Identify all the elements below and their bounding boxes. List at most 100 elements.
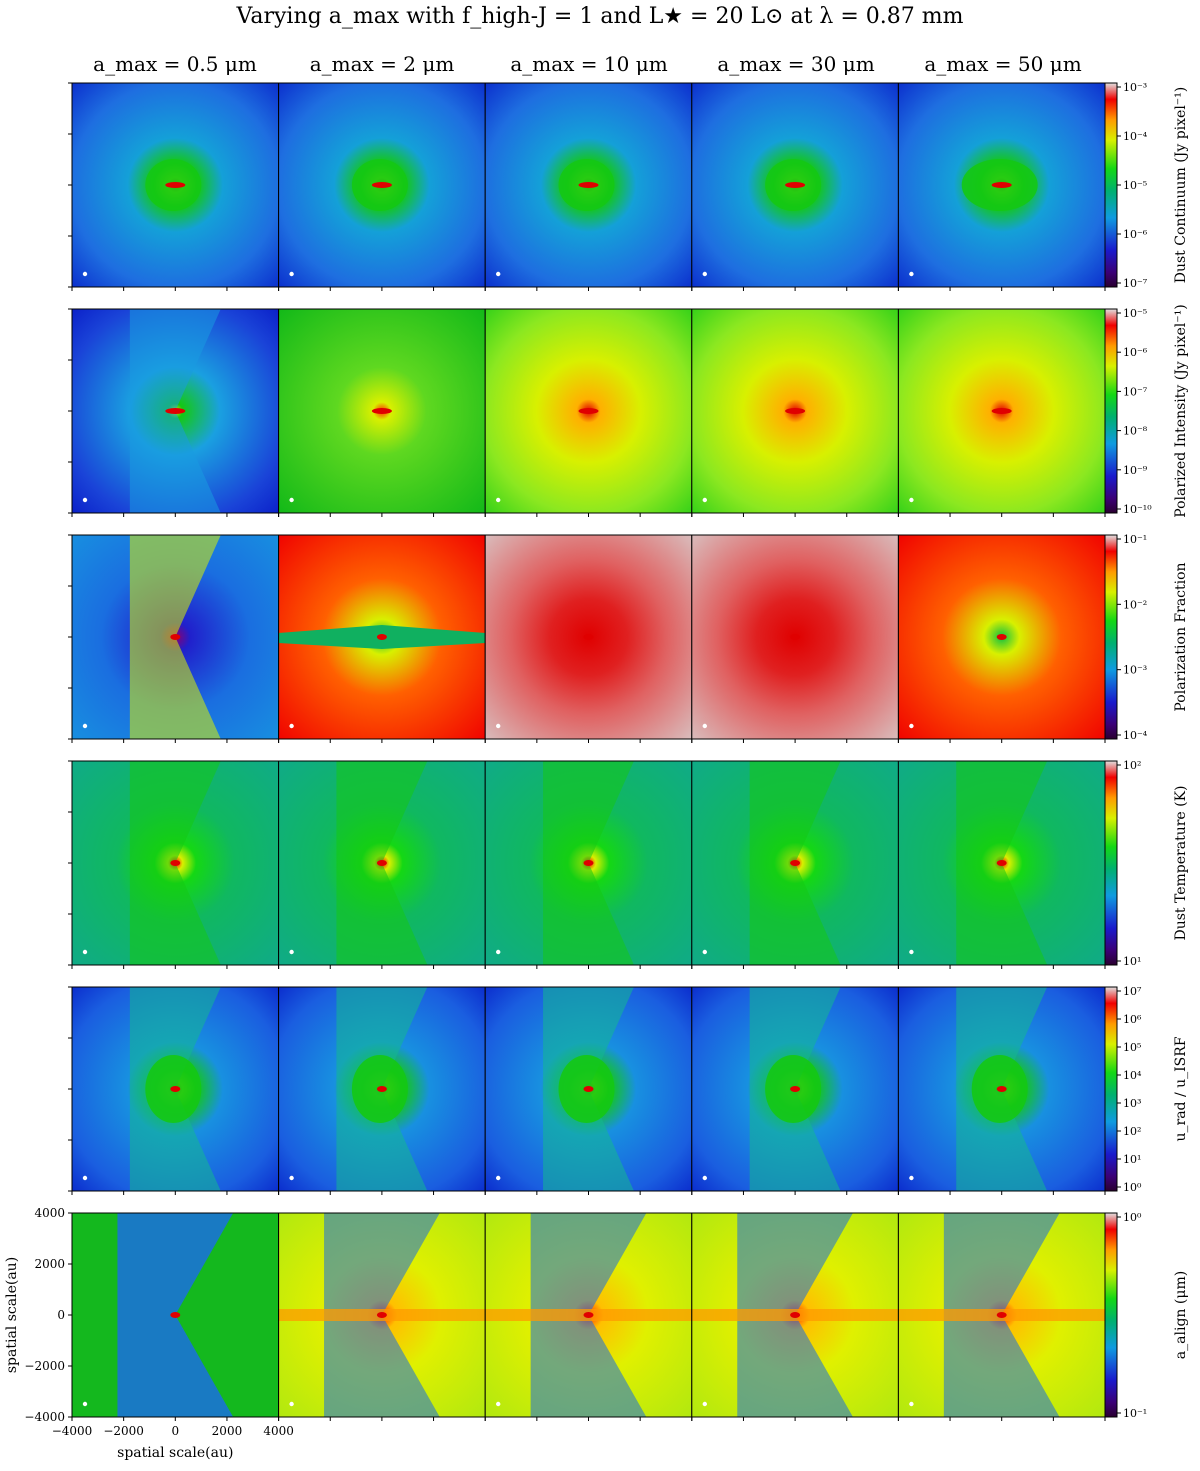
beam-marker <box>496 497 501 503</box>
colorbar <box>1104 308 1118 514</box>
heatmap-panel-r1-c2 <box>278 82 486 291</box>
beam-marker <box>909 1175 914 1181</box>
beam-marker <box>909 949 914 955</box>
colorbar-tick-label: 10⁻⁶ <box>1123 346 1148 359</box>
colorbar-tick-label: 10⁻⁷ <box>1123 385 1148 398</box>
x-tick-label: 0 <box>171 1424 179 1438</box>
heatmap-panel-r5-c1 <box>68 986 280 1195</box>
column-title-3: a_max = 10 μm <box>510 52 668 76</box>
heatmap-panel-r1-c3 <box>484 82 693 291</box>
protostar-core <box>371 182 392 188</box>
heatmap-panel-r5-c3 <box>484 986 693 1195</box>
heatmap-panel-r3-c3 <box>484 534 693 743</box>
colorbar-row-6: 10⁰ 10⁻¹ a_align (μm) <box>1104 1211 1189 1420</box>
heatmap-panel-r4-c4 <box>691 760 899 969</box>
beam-marker <box>289 271 294 277</box>
beam-marker <box>702 1401 707 1407</box>
x-tick-label: −4000 <box>52 1424 93 1438</box>
x-tick-label: −2000 <box>103 1424 144 1438</box>
colorbar-label: Polarized Intensity (Jy pixel⁻¹) <box>1173 304 1189 517</box>
colorbar-row-4: 10² 10¹ Dust Temperature (K) <box>1104 759 1189 968</box>
heatmap-panel-r6-c1 <box>68 1212 280 1421</box>
beam-marker <box>702 497 707 503</box>
protostar-core <box>790 1086 801 1092</box>
protostar-core <box>991 408 1012 414</box>
colorbar-row-2: 10⁻⁵ 10⁻⁶ 10⁻⁷ 10⁻⁸ 10⁻⁹ 10⁻¹⁰ Polarized Inten… <box>1104 304 1189 518</box>
protostar-core <box>170 1086 181 1092</box>
column-title-5: a_max = 50 μm <box>924 52 1082 76</box>
colorbar-tick-label: 10¹ <box>1123 1153 1141 1166</box>
colorbar-label: Polarization Fraction <box>1173 562 1189 711</box>
colorbar <box>1104 82 1118 288</box>
colorbar-tick-label: 10⁴ <box>1123 1069 1142 1082</box>
heatmap-panel-r4-c2 <box>278 760 486 969</box>
heatmap-panel-r5-c2 <box>278 986 486 1195</box>
column-title-4: a_max = 30 μm <box>717 52 875 76</box>
beam-marker <box>82 949 88 955</box>
heatmap-panel-r2-c3 <box>484 308 693 517</box>
heatmap-panel-r4-c3 <box>484 760 693 969</box>
colorbar-tick-label: 10² <box>1123 1125 1141 1138</box>
colorbar-row-3: 10⁻¹ 10⁻² 10⁻³ 10⁻⁴ Polarization Fraction <box>1104 533 1189 742</box>
protostar-core <box>996 1086 1007 1092</box>
heatmap-panel-r6-c5 <box>897 1212 1106 1421</box>
colorbar-tick-label: 10⁻⁶ <box>1123 228 1148 241</box>
y-tick-label: −2000 <box>24 1359 65 1373</box>
colorbar-tick-label: 10⁻¹⁰ <box>1123 503 1152 516</box>
protostar-core <box>583 1086 594 1092</box>
column-title-2: a_max = 2 μm <box>309 52 455 76</box>
heatmap-panel-r4-c5 <box>897 760 1106 969</box>
beam-marker <box>909 1401 914 1407</box>
colorbar-tick-label: 10⁻⁵ <box>1123 179 1147 192</box>
heatmap-panel-r1-c5 <box>897 82 1106 291</box>
beam-marker <box>496 271 501 277</box>
protostar-core <box>371 408 392 414</box>
protostar-core <box>790 634 801 640</box>
heatmap-panel-r3-c4 <box>691 534 899 743</box>
colorbar <box>1104 1212 1118 1418</box>
y-tick-label: 2000 <box>34 1257 65 1271</box>
colorbar-tick-label: 10⁻¹ <box>1123 533 1147 546</box>
beam-marker <box>702 1175 707 1181</box>
colorbar-tick-label: 10⁻³ <box>1123 664 1147 677</box>
beam-marker <box>909 497 914 503</box>
protostar-core <box>165 182 186 188</box>
colorbar <box>1104 986 1118 1192</box>
x-axis-label: spatial scale(au) <box>117 1445 233 1461</box>
beam-marker <box>82 271 88 277</box>
column-title-1: a_max = 0.5 μm <box>93 52 257 76</box>
protostar-core <box>583 860 594 866</box>
beam-marker <box>702 723 707 729</box>
x-tick-label: 2000 <box>212 1424 243 1438</box>
colorbar-tick-label: 10⁻⁴ <box>1123 729 1148 742</box>
protostar-core <box>376 860 387 866</box>
beam-marker <box>496 1175 501 1181</box>
beam-marker <box>82 497 88 503</box>
colorbar <box>1104 760 1118 966</box>
protostar-core <box>578 182 599 188</box>
heatmap-panel-r2-c5 <box>897 308 1106 517</box>
colorbar-tick-label: 10⁰ <box>1123 1181 1142 1194</box>
beam-marker <box>496 1401 501 1407</box>
heatmap-panel-r6-c3 <box>484 1212 693 1421</box>
colorbar-label: Dust Temperature (K) <box>1173 785 1189 940</box>
heatmap-panel-r2-c1 <box>68 308 280 517</box>
heatmap-panel-r3-c5 <box>897 534 1106 743</box>
protostar-core <box>996 860 1007 866</box>
protostar-core <box>790 1312 801 1318</box>
colorbar-row-1: 10⁻³ 10⁻⁴ 10⁻⁵ 10⁻⁶ 10⁻⁷ Dust Continuum (Jy p… <box>1104 81 1189 290</box>
protostar-core <box>785 408 806 414</box>
colorbar-tick-label: 10² <box>1123 759 1141 772</box>
colorbar-tick-label: 10⁵ <box>1123 1041 1141 1054</box>
protostar-core <box>165 408 186 414</box>
colorbar-label: Dust Continuum (Jy pixel⁻¹) <box>1173 87 1189 284</box>
protostar-core <box>376 1312 387 1318</box>
beam-marker <box>496 949 501 955</box>
colorbar-tick-label: 10⁻⁹ <box>1123 464 1148 477</box>
protostar-core <box>170 1312 181 1318</box>
heatmap-panel-r6-c2 <box>278 1212 486 1421</box>
protostar-core <box>583 634 594 640</box>
colorbar-tick-label: 10⁰ <box>1123 1211 1142 1224</box>
colorbar <box>1104 534 1118 740</box>
